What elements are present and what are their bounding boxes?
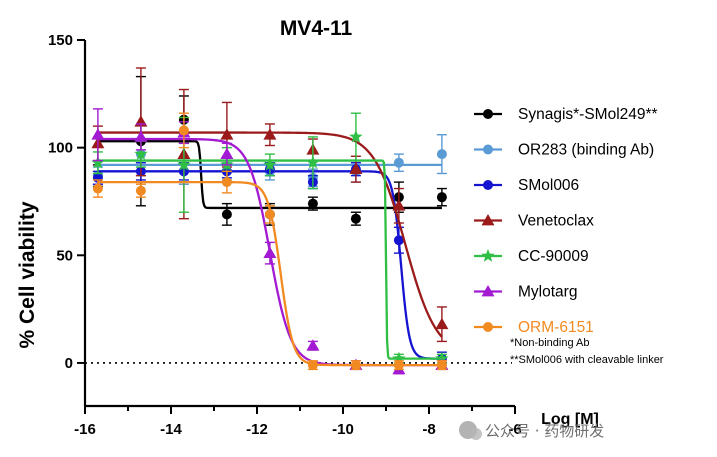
y-axis-label: % Cell viability	[16, 201, 39, 348]
watermark: 公众号 · 药物研发	[459, 421, 604, 440]
legend-swatch-marker	[481, 214, 495, 226]
data-point	[221, 177, 232, 188]
watermark-text: 公众号 · 药物研发	[485, 422, 604, 440]
x-tick-label: -6	[508, 421, 521, 438]
legend-label: SMol006	[518, 177, 579, 194]
data-point	[220, 128, 234, 140]
data-point	[263, 157, 277, 171]
legend-swatch-marker	[483, 144, 493, 155]
data-point	[436, 149, 447, 160]
y-tick-label: 0	[65, 355, 73, 372]
data-point	[306, 339, 320, 351]
data-point	[349, 129, 363, 143]
legend: Synagis*-SMol249** OR283 (binding Ab) SMol…	[474, 106, 658, 336]
data-point	[263, 246, 277, 259]
data-point	[263, 128, 277, 140]
x-tick-label: -8	[422, 421, 435, 438]
legend-swatch-marker	[481, 249, 495, 262]
data-point	[177, 157, 191, 171]
data-point	[178, 125, 189, 136]
fit-curve	[97, 170, 442, 360]
legend-swatch-marker	[483, 180, 493, 190]
x-tick-label: -16	[74, 421, 96, 438]
legend-item-orm-6151: ORM-6151	[474, 319, 594, 336]
wechat-icon-bubble	[470, 428, 482, 440]
data-point	[392, 351, 406, 365]
data-point	[392, 199, 406, 211]
y-tick-label: 100	[48, 140, 73, 157]
data-point	[350, 360, 361, 371]
legend-item-venetoclax: Venetoclax	[474, 213, 594, 230]
legend-label: Venetoclax	[518, 213, 594, 230]
legend-swatch-marker	[483, 109, 493, 119]
legend-item-synagis-smol249: Synagis*-SMol249**	[474, 106, 658, 123]
data-point	[264, 209, 275, 220]
data-point	[307, 198, 318, 209]
legend-swatch-marker	[481, 285, 495, 297]
chart-title: MV4-11	[280, 17, 353, 40]
x-axis-label: Log [M]	[541, 411, 599, 428]
data-point	[134, 147, 148, 160]
legend-label: Mylotarg	[518, 284, 577, 301]
legend-label: Synagis*-SMol249**	[518, 106, 658, 123]
legend-item-mylotarg: Mylotarg	[474, 284, 577, 301]
data-point	[393, 360, 404, 371]
data-point	[393, 157, 404, 168]
data-point	[435, 351, 449, 365]
data-point	[221, 209, 232, 220]
data-point	[91, 155, 105, 169]
series-orm-6151	[92, 112, 447, 371]
data-point	[134, 130, 148, 142]
legend-label: OR283 (binding Ab)	[518, 142, 654, 159]
data-point	[393, 235, 404, 246]
data-point	[135, 185, 146, 196]
data-point	[436, 192, 447, 203]
legend-label: ORM-6151	[518, 319, 594, 336]
plot-area	[85, 67, 512, 375]
legend-swatch-marker	[483, 322, 493, 332]
data-point	[435, 317, 449, 330]
data-point	[307, 360, 318, 371]
legend-label: CC-90009	[518, 248, 589, 265]
x-tick-label: -10	[332, 421, 354, 438]
data-point	[350, 213, 361, 224]
data-point	[220, 147, 234, 159]
data-point	[306, 155, 320, 169]
legend-item-or283-binding-ab: OR283 (binding Ab)	[474, 142, 654, 159]
annotation-non-binding: *Non-binding Ab	[510, 337, 590, 349]
legend-item-cc-90009: CC-90009	[474, 248, 589, 265]
annotation-cleavable-linker: **SMol006 with cleavable linker	[510, 354, 664, 366]
axes: 0 50 100 150 -16 -14 -12 -10 -8 -6	[48, 32, 522, 438]
data-point	[349, 162, 363, 175]
y-tick-label: 50	[56, 247, 73, 264]
data-point	[436, 360, 447, 371]
y-tick-label: 150	[48, 32, 73, 49]
x-tick-label: -14	[160, 421, 182, 438]
x-tick-label: -12	[246, 421, 268, 438]
data-point	[92, 183, 103, 194]
legend-item-smol006: SMol006	[474, 177, 579, 194]
data-point	[91, 128, 105, 140]
